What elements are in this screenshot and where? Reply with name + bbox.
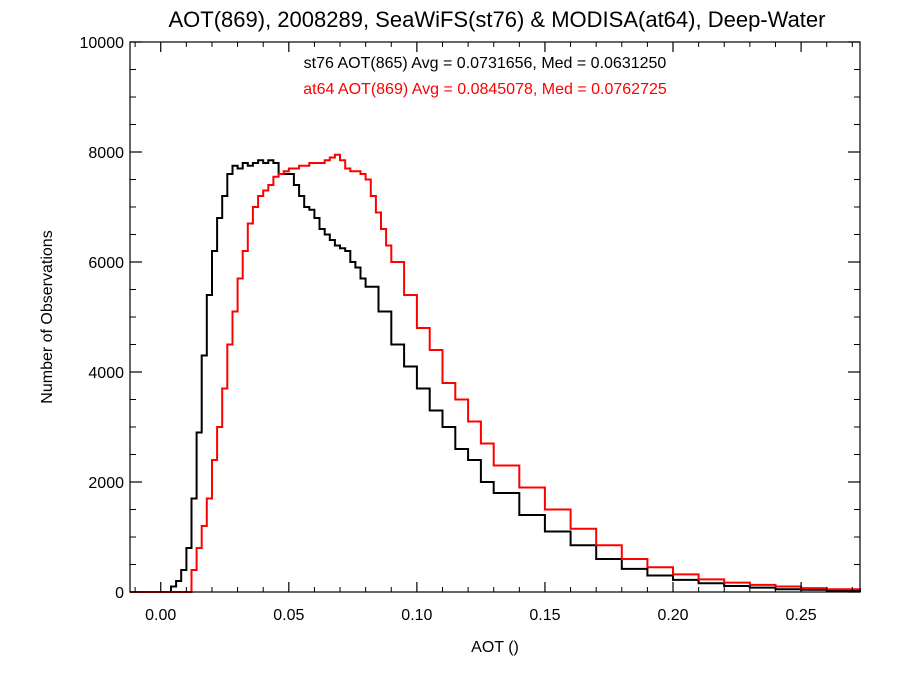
x-axis-label: AOT () [471,639,519,656]
axes-layer: 0.00 0.05 0.10 0.15 0.20 0.25 0 2000 4000 6000 800… [80,35,861,624]
y-axis-label: Number of Observations [39,230,56,403]
x-tick-label: 0.15 [529,607,560,624]
y-tick-label: 6000 [88,255,124,272]
x-tick-label: 0.00 [145,607,176,624]
x-tick-label: 0.05 [273,607,304,624]
x-tick-label: 0.20 [657,607,688,624]
y-tick-label: 2000 [88,475,124,492]
y-tick-label: 4000 [88,365,124,382]
annotation-st76-stats: st76 AOT(865) Avg = 0.0731656, Med = 0.0… [304,55,667,72]
x-tick-label: 0.25 [786,607,817,624]
y-tick-label: 8000 [88,145,124,162]
chart-title: AOT(869), 2008289, SeaWiFS(st76) & MODIS… [169,7,826,32]
series-1-line [130,153,861,593]
y-tick-label: 10000 [80,35,125,52]
series-layer [130,153,861,593]
y-tick-label: 0 [115,585,124,602]
series-0-line [130,159,861,593]
x-tick-label: 0.10 [401,607,432,624]
plot-frame [129,41,861,593]
annotation-at64-stats: at64 AOT(869) Avg = 0.0845078, Med = 0.0… [303,81,667,98]
